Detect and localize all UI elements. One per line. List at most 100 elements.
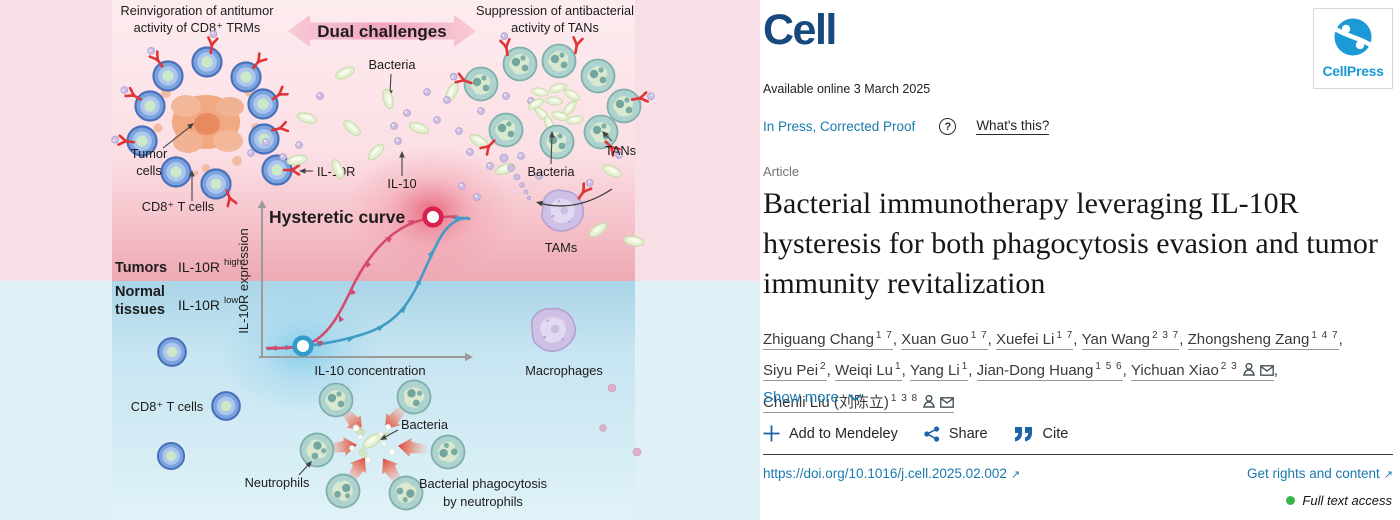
in-press-row: In Press, Corrected Proof ? What's this? (763, 118, 1050, 135)
cd8-top-label: CD8⁺ T cells (142, 199, 214, 214)
author-affiliations: 1 7 (1056, 330, 1074, 341)
doi-text: https://doi.org/10.1016/j.cell.2025.02.0… (763, 466, 1007, 481)
available-online-date: Available online 3 March 2025 (763, 82, 931, 96)
in-press-link[interactable]: In Press, Corrected Proof (763, 119, 916, 134)
author-affiliations: 1 7 (875, 330, 893, 341)
author[interactable]: Xuefei Li 1 7, (995, 330, 1082, 350)
background-zones (0, 0, 760, 520)
dual-challenges-banner: Dual challenges Reinvigoration of antitu… (121, 3, 634, 47)
author[interactable]: Yang Li 1, (909, 361, 977, 381)
author-affiliations: 1 3 8 (890, 393, 919, 404)
low-state-marker (292, 335, 314, 357)
whats-this-link[interactable]: What's this? (976, 118, 1050, 135)
author-name[interactable]: Jian-Dong Huang (976, 362, 1094, 379)
share-button[interactable]: Share (924, 426, 988, 442)
doi-link[interactable]: https://doi.org/10.1016/j.cell.2025.02.0… (763, 466, 1020, 481)
external-link-icon: ↗ (1383, 469, 1393, 481)
add-to-mendeley-label: Add to Mendeley (789, 425, 898, 442)
author[interactable]: Yichuan Xiao 2 3, (1130, 361, 1278, 381)
divider (763, 454, 1393, 455)
banner-left-line2: activity of CD8⁺ TRMs (134, 20, 261, 35)
article-header-panel: Cell CellPress Available online 3 March … (760, 0, 1400, 520)
tans-label: TANs (605, 143, 636, 158)
rights-and-content-link[interactable]: Get rights and content ↗ (1247, 466, 1393, 481)
bacteria-bottom-label: Bacteria (401, 417, 449, 432)
author-affiliations: 1 (961, 361, 969, 372)
article-type-label: Article (763, 164, 800, 179)
author-name[interactable]: Zhiguang Chang (763, 331, 874, 348)
bacteria-top-label: Bacteria (369, 57, 417, 72)
author[interactable]: Weiqi Lu 1, (834, 361, 910, 381)
il10-molecules (247, 88, 543, 201)
cite-button[interactable]: Cite (1014, 426, 1068, 442)
central-bacteria (349, 423, 396, 463)
author[interactable]: Siyu Pei 2, (763, 361, 835, 381)
share-label: Share (948, 425, 988, 442)
author[interactable]: Zhongsheng Zang 1 4 7, (1187, 330, 1343, 350)
high-state-marker (422, 206, 444, 228)
il10r-high-sup: high (224, 257, 242, 268)
banner-right-line1: Suppression of antibacterial (476, 3, 634, 18)
person-icon[interactable] (1242, 358, 1255, 385)
x-axis-label: IL-10 concentration (314, 363, 425, 378)
access-label: Full text access (1302, 493, 1392, 508)
neutrophils-label: Neutrophils (245, 475, 310, 490)
pink-dots (599, 383, 642, 457)
author-name[interactable]: Yang Li (909, 362, 960, 379)
hysteresis-plot: IL-10R expression IL-10 concentration Hy… (236, 200, 473, 378)
author[interactable]: Jian-Dong Huang 1 5 6, (976, 361, 1131, 381)
phagocytosis-label-1: Bacterial phagocytosis (419, 476, 547, 491)
author-name[interactable]: Weiqi Lu (834, 362, 894, 379)
external-link-icon: ↗ (1010, 469, 1021, 481)
author[interactable]: Xuan Guo 1 7, (901, 330, 996, 350)
author[interactable]: Yan Wang 2 3 7, (1081, 330, 1188, 350)
author-separator: , (1179, 331, 1188, 348)
add-to-mendeley-button[interactable]: Add to Mendeley (763, 425, 898, 442)
show-more-label: Show more (763, 389, 839, 406)
graphical-abstract[interactable]: Dual challenges Reinvigoration of antitu… (0, 0, 760, 520)
cellpress-logo[interactable]: CellPress (1313, 8, 1393, 89)
cellpress-logo-text: CellPress (1322, 63, 1384, 79)
tumor-cells-label-1: Tumor (131, 146, 168, 161)
author-separator: , (1073, 331, 1082, 348)
author-name[interactable]: Siyu Pei (763, 362, 819, 379)
access-status: Full text access (1286, 493, 1392, 508)
plus-icon (763, 425, 780, 442)
tam-cell: TAMs (535, 177, 613, 255)
author-affiliations: 2 3 7 (1151, 330, 1180, 341)
tumors-label: Tumors (115, 260, 167, 276)
person-icon[interactable] (923, 390, 936, 417)
cite-quote-icon (1014, 426, 1034, 442)
author-name[interactable]: Yan Wang (1081, 331, 1150, 348)
author-separator: , (826, 362, 835, 379)
mail-icon[interactable] (1259, 358, 1274, 385)
article-title: Bacterial immunotherapy leveraging IL-10… (763, 187, 1378, 300)
hysteretic-curve-label: Hysteretic curve (269, 207, 405, 227)
rights-text: Get rights and content (1246, 466, 1380, 481)
author[interactable]: Zhiguang Chang 1 7, (763, 330, 901, 350)
mail-icon[interactable] (940, 390, 955, 417)
cell-journal-logo[interactable]: Cell (763, 6, 837, 54)
il10r-low-label: IL-10R (178, 297, 220, 313)
author-separator: , (1338, 331, 1343, 348)
author-affiliations: 2 3 (1220, 361, 1238, 372)
phagocytosis-label-2: by neutrophils (443, 494, 523, 509)
share-icon (924, 425, 940, 442)
cd8-bottom-label: CD8⁺ T cells (131, 399, 203, 414)
tan-cluster: TANs Bacteria (449, 32, 655, 179)
author-affiliations: 1 (895, 361, 902, 372)
tumor-cells-label-2: cells (136, 163, 162, 178)
author-name[interactable]: Xuan Guo (901, 331, 969, 348)
author-affiliations: 1 4 7 (1311, 330, 1339, 341)
help-icon[interactable]: ? (939, 118, 957, 135)
author-affiliations: 2 (820, 361, 827, 372)
double-arrow (288, 15, 476, 47)
author-name[interactable]: Yichuan Xiao (1130, 362, 1219, 379)
cd8-bottom-cells: CD8⁺ T cells (131, 337, 241, 471)
author-separator: , (1122, 362, 1131, 379)
author-name[interactable]: Zhongsheng Zang (1187, 331, 1310, 348)
show-more-button[interactable]: Show more (763, 389, 862, 406)
author-name[interactable]: Xuefei Li (995, 331, 1055, 348)
cellpress-glyph (1332, 18, 1374, 56)
il10-trail (499, 153, 531, 200)
